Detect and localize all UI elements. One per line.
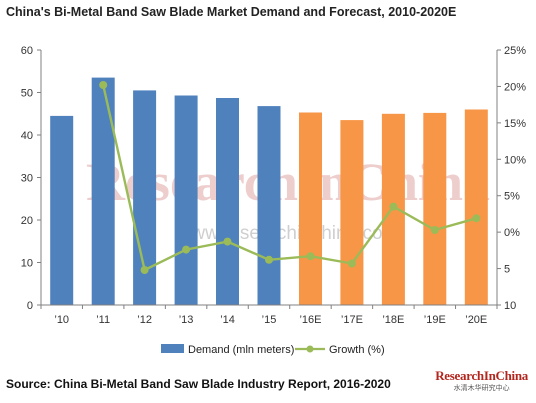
logo: ResearchInChina 水清木华研究中心 (435, 368, 528, 393)
left-tick-label-4: 40 (21, 130, 33, 142)
source-note: Source: China Bi-Metal Band Saw Blade In… (6, 377, 391, 391)
growth-point-2 (140, 266, 149, 274)
right-tick-label-1: 20% (504, 81, 526, 93)
right-tick-label-0: 25% (504, 45, 526, 57)
bar-3 (174, 95, 198, 305)
x-tick-label-4: ’14 (220, 314, 235, 326)
right-tick-label-5: 0% (504, 227, 520, 239)
bar-7 (340, 120, 364, 305)
left-tick-label-0: 0 (27, 300, 33, 312)
legend-marker-growth (306, 345, 314, 353)
x-tick-label-10: ’20E (465, 314, 487, 326)
legend-label-demand: Demand (mln meters) (188, 344, 294, 356)
bar-6 (299, 112, 322, 305)
left-tick-label-2: 20 (21, 215, 33, 227)
growth-point-9 (430, 226, 439, 234)
x-tick-label-9: ’19E (424, 314, 446, 326)
x-tick-label-3: ’13 (179, 314, 194, 326)
bar-1 (91, 77, 115, 305)
growth-point-10 (472, 214, 481, 223)
logo-tagline: 水清木华研究中心 (453, 385, 510, 392)
bar-2 (133, 90, 157, 306)
line-series (99, 81, 481, 274)
bar-4 (216, 98, 239, 305)
growth-point-1 (99, 81, 108, 89)
x-tick-label-6: ’16E (299, 314, 321, 326)
x-tick-label-8: ’18E (382, 314, 404, 326)
right-tick-label-7: 10 (504, 300, 516, 312)
watermark-url: www.researchinchina.com (177, 223, 399, 244)
growth-point-4 (223, 237, 232, 246)
x-tick-label-2: ’12 (137, 314, 152, 326)
right-tick-label-2: 15% (504, 118, 526, 130)
bar-5 (257, 106, 281, 305)
logo-name: ResearchInChina (435, 368, 528, 383)
x-tick-label-0: ’10 (54, 314, 69, 326)
growth-point-6 (306, 252, 315, 261)
x-tick-label-5: ’15 (262, 314, 277, 326)
growth-point-3 (182, 245, 191, 254)
legend-swatch-demand (161, 344, 184, 353)
legend: Demand (mln meters) Growth (%) (161, 344, 385, 356)
legend-label-growth: Growth (%) (329, 344, 385, 356)
left-tick-label-1: 10 (21, 258, 33, 270)
growth-point-5 (265, 255, 273, 264)
axes: 0 10 20 30 40 50 60 25% 20% 15% 10% 5% 0% 5 10 ’10 ’11 ’1… (21, 45, 526, 326)
left-tick-label-5: 50 (21, 88, 33, 100)
right-tick-label-6: 5 (504, 264, 510, 276)
growth-point-8 (389, 202, 398, 211)
left-tick-label-3: 30 (21, 173, 33, 185)
bar-0 (50, 115, 74, 306)
right-tick-label-3: 10% (504, 154, 526, 166)
chart-title: China's Bi-Metal Band Saw Blade Market D… (6, 5, 457, 19)
x-tick-label-1: ’11 (96, 314, 110, 326)
bar-9 (423, 112, 447, 306)
growth-point-7 (347, 259, 356, 268)
growth-line (102, 84, 477, 272)
x-tick-label-7: ’17E (341, 314, 363, 326)
left-tick-label-6: 60 (21, 45, 33, 57)
bar-10 (464, 109, 488, 305)
right-tick-label-4: 5% (504, 191, 520, 203)
